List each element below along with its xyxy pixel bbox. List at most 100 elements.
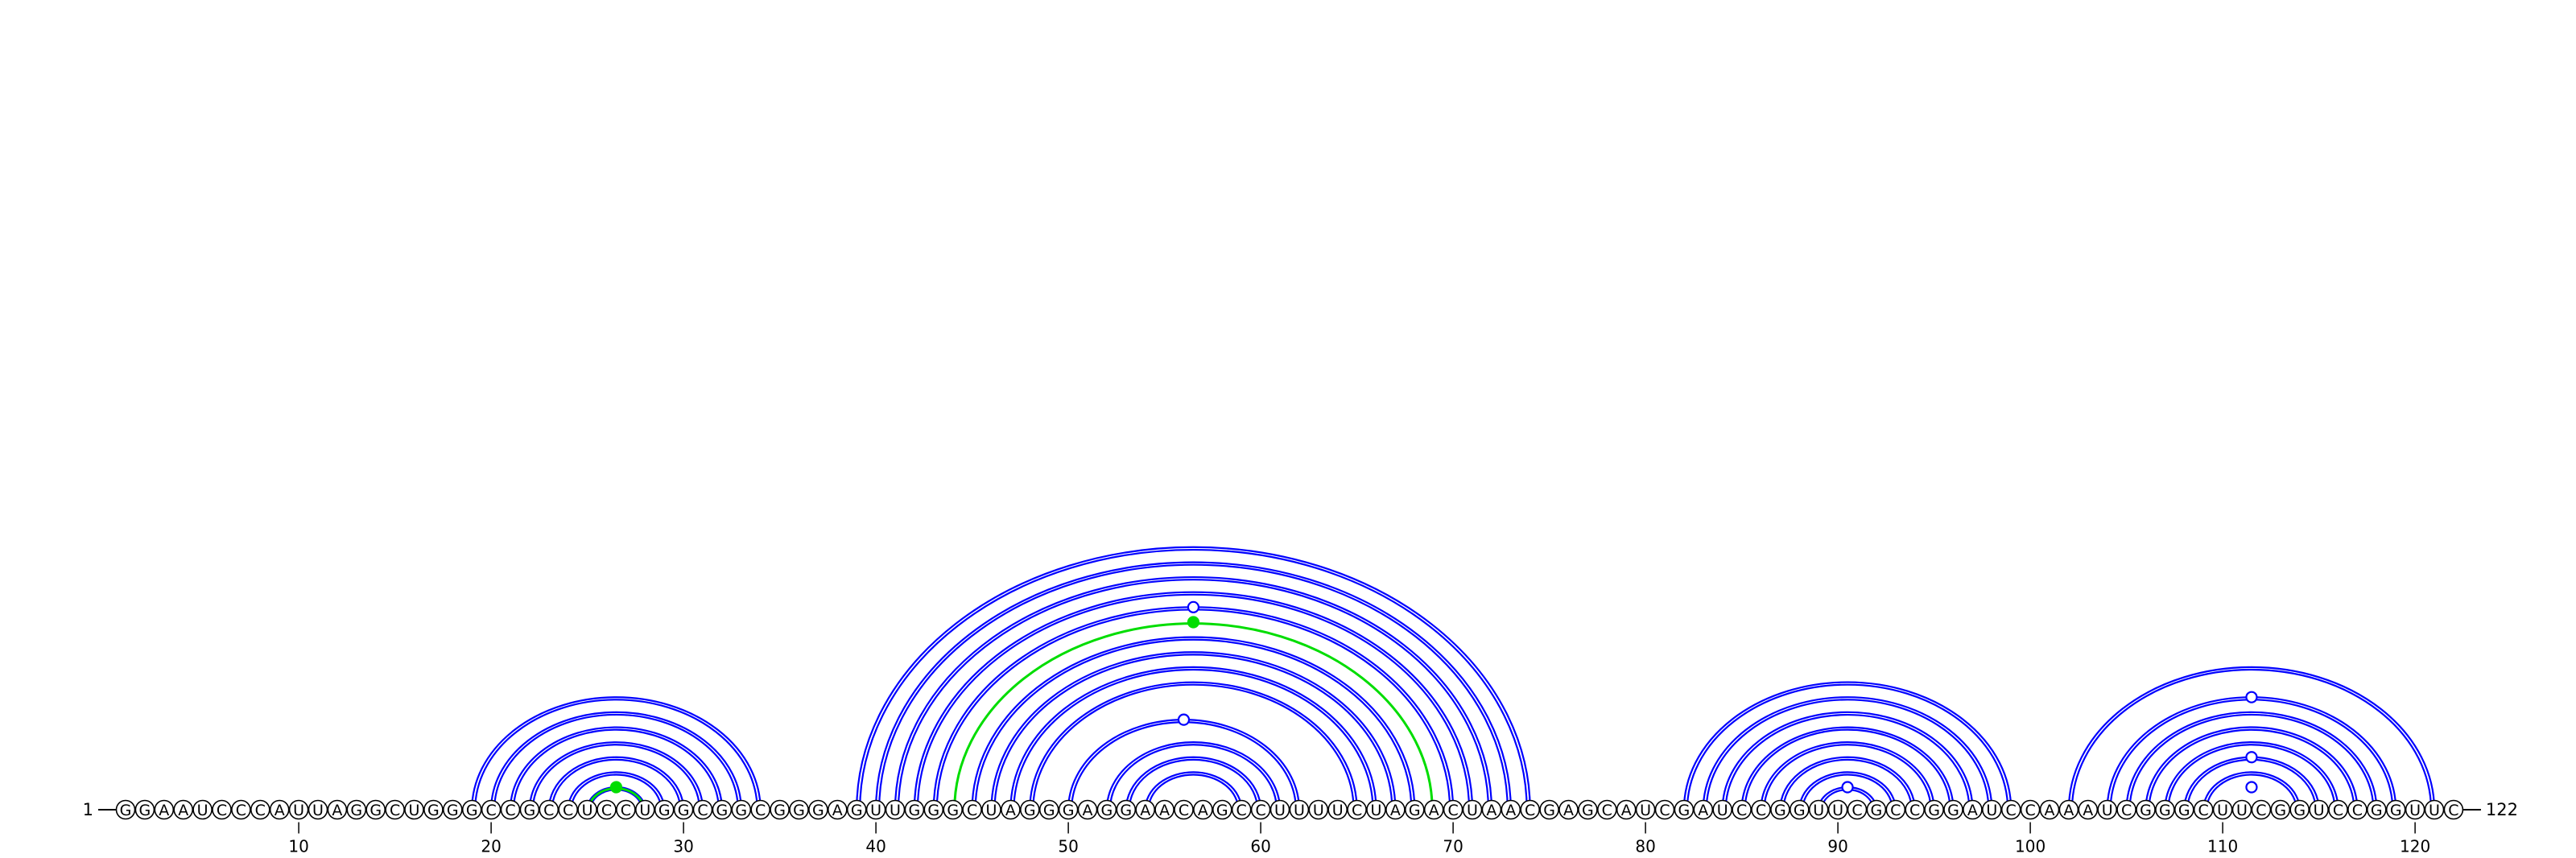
nucleotide: C (1174, 799, 1194, 820)
nucleotide-label: U (1986, 802, 1997, 819)
nucleotide-circle (1905, 799, 1925, 820)
nucleotide-label: U (2236, 802, 2248, 819)
nucleotide-label: U (1467, 802, 1478, 819)
nucleotide-circle (1520, 799, 1540, 820)
base-pair-arc-inner (2128, 713, 2375, 811)
nucleotide: G (904, 799, 925, 820)
nucleotide-label: G (2140, 802, 2152, 819)
nucleotide-circle (1077, 799, 1098, 820)
nucleotide: A (2058, 799, 2079, 820)
nucleotide-label: C (1525, 802, 1535, 819)
nucleotide: C (481, 799, 502, 820)
nucleotide: U (192, 799, 213, 820)
nucleotide: C (212, 799, 232, 820)
base-pair-arc (509, 726, 723, 811)
nucleotide: G (423, 799, 444, 820)
nucleotide-circle (134, 799, 155, 820)
nucleotide-label: A (1390, 802, 1401, 819)
nucleotide-circle (2039, 799, 2060, 820)
nucleotide-label: G (427, 802, 440, 819)
nucleotide-label: G (1120, 802, 1132, 819)
nucleotide-circle (423, 799, 444, 820)
nucleotide-circle (2328, 799, 2348, 820)
nucleotide-circle (846, 799, 867, 820)
nucleotide-label: A (178, 802, 188, 819)
base-pair-arc-inner (1724, 713, 1971, 811)
nucleotide: C (2000, 799, 2021, 820)
nucleotide-label: A (1698, 802, 1708, 819)
nucleotide-circle (943, 799, 963, 820)
nucleotide-circle (346, 799, 367, 820)
nucleotide-label: U (293, 802, 304, 819)
nucleotide: G (346, 799, 367, 820)
base-pair-arc-inner (2206, 773, 2297, 811)
nucleotide-circle (154, 799, 175, 820)
tick-label: 50 (1058, 837, 1078, 856)
base-pair-arc-inner (474, 699, 758, 811)
nucleotide-circle (1712, 799, 1732, 820)
nucleotide-circle (2385, 799, 2406, 820)
nucleotide-circle (577, 799, 597, 820)
nucleotide: G (2367, 799, 2387, 820)
nucleotide-circle (1481, 799, 1502, 820)
nucleotide: C (1654, 799, 1675, 820)
nucleotide-circle (1827, 799, 1848, 820)
nucleotide-circle (1462, 799, 1483, 820)
nucleotide-circle (1001, 799, 1021, 820)
nucleotide: U (1269, 799, 1290, 820)
base-pair-arc (490, 711, 742, 811)
nucleotide-circle (1597, 799, 1617, 820)
nucleotide: C (692, 799, 713, 820)
nucleotide: G (673, 799, 694, 820)
nucleotide: C (2251, 799, 2272, 820)
nucleotide: G (2174, 799, 2194, 820)
nucleotide-label: G (466, 802, 478, 819)
nucleotide: U (1327, 799, 1348, 820)
base-pair-arc (1779, 756, 1916, 811)
nucleotide-circle (1385, 799, 1406, 820)
nucleotide-label: G (139, 802, 151, 819)
nucleotide-circle (2155, 799, 2175, 820)
nucleotide-circle (692, 799, 713, 820)
nucleotide: U (981, 799, 1001, 820)
nucleotide-circle (1674, 799, 1695, 820)
nucleotide: G (1058, 799, 1079, 820)
nucleotide-label: U (2102, 802, 2113, 819)
nucleotide-circle (308, 799, 328, 820)
nucleotide: G (1096, 799, 1117, 820)
nucleotide-circle (712, 799, 733, 820)
nucleotide-circle (1250, 799, 1271, 820)
nucleotide-circle (1405, 799, 1425, 820)
nucleotide-label: U (312, 802, 324, 819)
nucleotide-label: G (947, 802, 959, 819)
nucleotide-label: C (967, 802, 977, 819)
nucleotide-label: U (1640, 802, 1651, 819)
filled-marker (609, 781, 623, 794)
nucleotide-circle (2309, 799, 2329, 820)
tick-label: 30 (673, 837, 693, 856)
base-pair-arc-inner (1032, 683, 1355, 811)
nucleotide-label: C (1736, 802, 1747, 819)
nucleotide-label: G (735, 802, 747, 819)
nucleotide: C (2193, 799, 2214, 820)
base-pair-arc-inner (1686, 683, 2009, 811)
base-pair-arc-inner (1128, 758, 1259, 811)
nucleotide: C (1347, 799, 1367, 820)
nucleotide-label: C (505, 802, 515, 819)
nucleotide-label: C (621, 802, 631, 819)
nucleotide-circle (1943, 799, 1963, 820)
nucleotide-label: C (697, 802, 708, 819)
base-pair-arc (2145, 726, 2359, 811)
nucleotide-label: U (986, 802, 997, 819)
nucleotide: A (327, 799, 348, 820)
nucleotide: C (1905, 799, 1925, 820)
nucleotide-circle (1558, 799, 1579, 820)
nucleotide: A (1154, 799, 1174, 820)
end-label: 122 (2486, 800, 2518, 819)
nucleotide-label: U (1313, 802, 1324, 819)
nucleotide-label: U (639, 802, 650, 819)
nucleotide: U (2405, 799, 2425, 820)
nucleotide: U (2212, 799, 2233, 820)
nucleotide: C (616, 799, 636, 820)
